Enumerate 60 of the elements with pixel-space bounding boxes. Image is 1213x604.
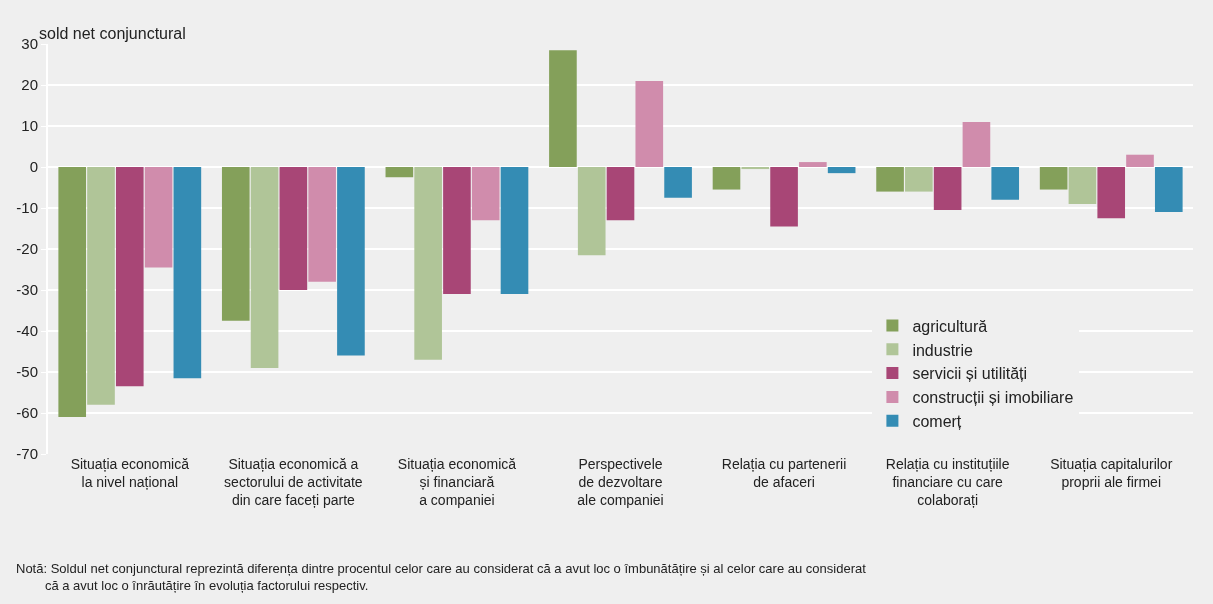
y-tick-label: -40	[16, 322, 38, 340]
x-tick-label: Perspectivele de dezvoltare ale companiei	[577, 456, 664, 509]
y-tick-label: 20	[21, 76, 38, 94]
bar	[308, 167, 336, 282]
bar	[471, 167, 500, 221]
bar	[799, 162, 827, 167]
y-axis-title: sold net conjunctural	[39, 25, 186, 42]
x-tick-label: Situația capitalurilor proprii ale firmei	[1050, 456, 1173, 491]
x-tick-label: Relația cu instituțiile financiare cu care colaborați	[885, 456, 1010, 509]
bar	[1097, 167, 1126, 219]
bar	[991, 167, 1020, 200]
bar	[337, 167, 365, 356]
y-tick-label: 10	[21, 117, 38, 135]
x-tick-label: Situația economică și financiară a companiei	[397, 456, 517, 509]
x-tick-label: Situația economică la nivel național	[70, 456, 190, 491]
bar	[58, 167, 87, 418]
bar	[770, 167, 798, 227]
bar	[664, 167, 692, 198]
legend-label: construcții și imobiliare	[912, 389, 1074, 407]
legend-label: industrie	[912, 341, 973, 359]
text: Notă: Soldul net conjunctural reprezintă diferența dintre procentul celor care au considerat că a avut loc o îmbunătățire și al celor care au considerat că a avut loc o înrăutățire în evoluția factorului respectiv.	[16, 561, 867, 593]
y-tick-label: -60	[16, 404, 38, 422]
legend-label: agricultură	[912, 317, 988, 335]
bar	[635, 80, 664, 167]
bar	[279, 167, 308, 290]
bar	[115, 167, 144, 387]
bar	[712, 167, 741, 190]
bar	[933, 167, 962, 211]
y-tick-label: 0	[29, 158, 38, 176]
bar	[1039, 167, 1068, 190]
bar	[500, 167, 529, 295]
legend-label: servicii și utilități	[912, 365, 1028, 383]
x-tick-label: Relația cu partenerii de afaceri	[721, 456, 847, 491]
y-tick-label: -20	[16, 240, 38, 258]
bar	[144, 167, 173, 268]
bar	[549, 50, 577, 167]
legend-label: comerț	[912, 412, 962, 430]
x-tick-label: Situația economică a sectorului de activitate din care faceți parte	[224, 456, 363, 509]
bar	[250, 167, 279, 368]
y-tick-label: -50	[16, 363, 38, 381]
bar	[87, 167, 115, 405]
bar	[827, 167, 856, 174]
bar	[876, 167, 904, 192]
bar	[414, 167, 442, 360]
y-tick-label: -30	[16, 281, 38, 299]
bar	[1126, 154, 1154, 167]
bar	[1068, 167, 1097, 204]
bar	[173, 167, 202, 379]
bar	[443, 167, 471, 295]
y-tick-label: 30	[21, 35, 38, 53]
bar	[221, 167, 250, 321]
bar	[577, 167, 606, 256]
y-tick-label: -70	[16, 445, 38, 463]
bar	[606, 167, 635, 221]
bar	[385, 167, 414, 178]
y-tick-label: -10	[16, 199, 38, 217]
bar	[962, 121, 991, 167]
bar	[905, 167, 933, 192]
bar	[741, 167, 770, 170]
bar	[1154, 167, 1183, 213]
